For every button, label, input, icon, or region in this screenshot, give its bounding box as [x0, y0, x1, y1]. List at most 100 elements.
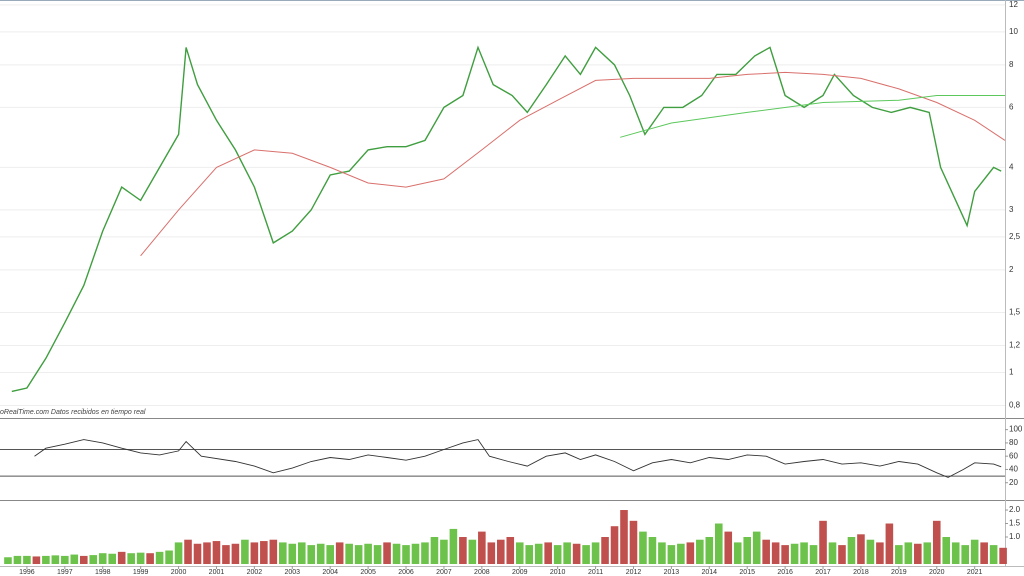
volume-bar [136, 552, 145, 564]
volume-bar [373, 545, 382, 564]
volume-bar [876, 542, 884, 564]
x-tick-label: 2007 [436, 569, 452, 576]
volume-bar [696, 539, 704, 564]
y-tick-label: 100 [1009, 425, 1023, 434]
x-tick-label: 2009 [512, 569, 528, 576]
volume-bar [885, 523, 894, 564]
volume-bar [895, 545, 903, 564]
annotation: oRealTime.com Datos recibidos en tiempo … [0, 409, 146, 416]
volume-bar [610, 526, 619, 564]
x-tick-label: 2016 [777, 569, 793, 576]
volume-bar [354, 545, 363, 564]
series-line [140, 71, 1006, 257]
y-tick-label: 2.0 [1009, 505, 1021, 514]
y-tick-label: 1 [1009, 368, 1014, 377]
volume-bar [127, 553, 135, 564]
volume-bar [203, 542, 211, 564]
volume-bar [866, 539, 875, 564]
volume-bar [478, 531, 486, 564]
x-tick-label: 2018 [853, 569, 869, 576]
volume-bar [819, 520, 827, 564]
volume-bar [316, 543, 325, 564]
volume-bar [184, 539, 192, 564]
volume-bar [13, 555, 22, 564]
volume-bar [497, 539, 505, 564]
volume-bar [165, 550, 173, 564]
volume-bar [771, 542, 780, 564]
x-tick-label: 2010 [550, 569, 566, 576]
volume-bar [260, 541, 268, 564]
volume-bar [591, 542, 600, 564]
volume-bar [70, 554, 79, 564]
volume-bar [449, 528, 458, 564]
x-tick-label: 2020 [929, 569, 945, 576]
volume-bar [440, 539, 448, 564]
volume-bar [42, 555, 50, 564]
volume-bar [677, 543, 685, 564]
volume-bar [231, 543, 240, 564]
volume-bar [629, 520, 638, 564]
volume-bar [942, 537, 951, 564]
volume-bar [790, 543, 799, 564]
y-tick-label: 6 [1009, 102, 1014, 111]
x-tick-label: 2014 [702, 569, 718, 576]
x-tick-label: 2012 [626, 569, 642, 576]
y-tick-label: 8 [1009, 60, 1014, 69]
x-tick-label: 1999 [133, 569, 149, 576]
volume-bar [572, 543, 581, 564]
volume-bar [620, 510, 628, 564]
volume-bar [146, 553, 154, 564]
x-tick-label: 2013 [664, 569, 680, 576]
y-tick-label: 80 [1009, 438, 1018, 447]
volume-bar [724, 531, 733, 564]
x-tick-label: 2006 [398, 569, 414, 576]
volume-bar [212, 541, 221, 564]
volume-bar [762, 539, 770, 564]
volume-bar [686, 542, 695, 564]
volume-bar [752, 531, 761, 564]
volume-bar [364, 543, 372, 564]
volume-bar [658, 542, 666, 564]
series-line [34, 439, 1002, 478]
volume-bar [383, 542, 391, 564]
volume-bar [714, 523, 723, 564]
volume-bar [402, 545, 410, 564]
x-tick-label: 2005 [360, 569, 376, 576]
volume-bar [932, 520, 941, 564]
volume-bar [980, 542, 988, 564]
y-tick-label: 1,2 [1009, 341, 1021, 350]
volume-bar [468, 539, 477, 564]
y-tick-label: 4 [1009, 162, 1014, 171]
volume-bar [553, 545, 562, 564]
volume-bar [506, 537, 515, 564]
volume-bar [809, 545, 818, 564]
volume-bar [847, 537, 856, 564]
volume-bar [961, 545, 969, 564]
x-tick-label: 2017 [815, 569, 831, 576]
y-tick-label: 12 [1009, 0, 1018, 9]
y-tick-label: 10 [1009, 27, 1018, 36]
x-tick-label: 2000 [171, 569, 187, 576]
volume-bar [904, 542, 913, 564]
volume-bar [838, 545, 846, 564]
volume-bar [923, 542, 932, 564]
volume-bar [269, 539, 278, 564]
volume-bar [108, 553, 117, 564]
volume-bar [250, 542, 259, 564]
series-line [11, 45, 1002, 393]
y-tick-label: 0,8 [1009, 401, 1021, 410]
volume-bar [23, 555, 31, 564]
x-tick-label: 1998 [95, 569, 111, 576]
volume-bar [544, 542, 552, 564]
y-tick-label: 40 [1009, 465, 1018, 474]
x-tick-label: 1997 [57, 569, 73, 576]
volume-bar [297, 542, 306, 564]
y-tick-label: 1.0 [1009, 532, 1021, 541]
volume-bar [155, 551, 164, 564]
volume-bar [279, 542, 287, 564]
volume-bar [98, 553, 107, 564]
volume-bar [4, 557, 12, 564]
volume-bar [534, 543, 543, 564]
